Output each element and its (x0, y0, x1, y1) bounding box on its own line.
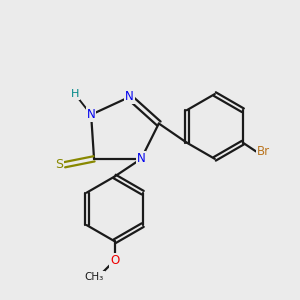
Text: O: O (110, 254, 119, 267)
Text: CH₃: CH₃ (84, 272, 104, 282)
Text: H: H (71, 89, 79, 99)
Text: Br: Br (257, 145, 270, 158)
Text: N: N (125, 91, 134, 103)
Text: S: S (55, 158, 63, 171)
Text: N: N (87, 108, 95, 121)
Text: N: N (137, 152, 146, 165)
